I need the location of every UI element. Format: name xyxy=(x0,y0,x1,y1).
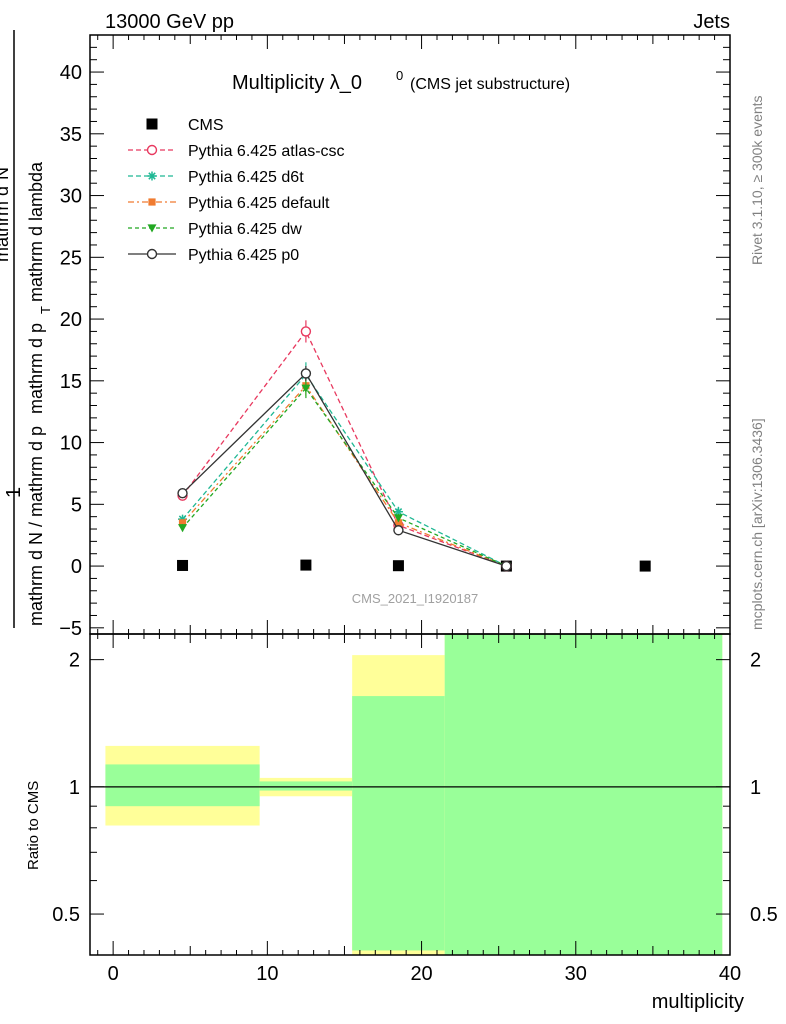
star-stroke xyxy=(148,172,156,180)
legend-marker xyxy=(146,144,158,156)
main-frame xyxy=(89,34,731,635)
y-tick-label: 5 xyxy=(71,494,82,516)
x-tick-label: 20 xyxy=(410,963,432,985)
legend-label: Pythia 6.425 dw xyxy=(188,221,302,238)
ratio-ylabel: Ratio to CMS xyxy=(25,781,42,870)
series-line-2 xyxy=(182,373,507,567)
y-tick-label: 15 xyxy=(60,371,82,393)
legend-label: CMS xyxy=(188,117,224,134)
legend-label: Pythia 6.425 p0 xyxy=(188,247,299,264)
data-point xyxy=(392,560,404,572)
ylabel-subscript: T xyxy=(38,306,53,314)
legend-entry-1: Pythia 6.425 atlas-csc xyxy=(128,143,345,160)
y-tick-label: 40 xyxy=(60,62,82,84)
series-5 xyxy=(177,365,512,572)
legend-label: Pythia 6.425 d6t xyxy=(188,169,304,186)
legend-marker xyxy=(146,118,158,130)
series-line-1 xyxy=(182,330,507,567)
title-subtitle: (CMS jet substructure) xyxy=(410,76,570,93)
x-tick-label: 10 xyxy=(256,963,278,985)
ratio-band-green-1 xyxy=(259,781,353,791)
ylabel-one: 1 xyxy=(3,487,25,498)
legend-marker xyxy=(147,224,157,233)
x-tick-label: 40 xyxy=(719,963,741,985)
ratio-band-green-0 xyxy=(105,764,260,807)
y-tick-label: 30 xyxy=(60,186,82,208)
legend-label: Pythia 6.425 default xyxy=(188,195,330,212)
mcplots-label: mcplots.cern.ch [arXiv:1306.3436] xyxy=(749,418,765,630)
ratio-band-green-2 xyxy=(352,696,445,951)
legend-label: Pythia 6.425 atlas-csc xyxy=(188,143,345,160)
ratio-y-tick-label: 0.5 xyxy=(52,904,80,926)
data-point xyxy=(300,326,312,337)
ratio-y-tick-label-right: 1 xyxy=(750,777,761,799)
title-superscript: 0 xyxy=(396,68,403,83)
data-point xyxy=(300,559,312,571)
header-energy: 13000 GeV pp xyxy=(105,11,234,33)
series-1 xyxy=(177,320,512,572)
ratio-y-tick-label: 1 xyxy=(69,777,80,799)
ratio-band-green-3 xyxy=(444,634,723,955)
data-point xyxy=(393,514,403,523)
main-ylabel: 1 mathrm d N / mathrm d p mathrm d p T m… xyxy=(0,30,53,628)
ylabel-numerator-rest: mathrm d p xyxy=(26,323,46,414)
legend-marker xyxy=(147,171,157,181)
ylabel-numerator-d: mathrm d xyxy=(0,186,12,262)
data-point xyxy=(501,560,512,572)
y-tick-label: 25 xyxy=(60,247,82,269)
plot-title: Multiplicity λ_0 0 (CMS jet substructure… xyxy=(232,68,570,94)
title-text: Multiplicity λ_0 xyxy=(232,72,362,94)
data-point xyxy=(300,368,312,379)
data-point xyxy=(177,559,189,571)
legend-entry-5: Pythia 6.425 p0 xyxy=(128,247,299,264)
legend-marker xyxy=(146,248,158,260)
series-line-4 xyxy=(182,387,507,567)
legend-marker xyxy=(148,198,156,206)
star-stroke xyxy=(394,508,403,516)
header-category: Jets xyxy=(693,11,730,33)
y-tick-label: −5 xyxy=(59,618,82,640)
y-tick-label: 0 xyxy=(71,556,82,578)
y-tick-label: 35 xyxy=(60,124,82,146)
data-point xyxy=(178,524,188,533)
legend-entry-0: CMS xyxy=(146,117,224,134)
ylabel-numerator-n: N xyxy=(0,167,12,180)
data-point xyxy=(393,525,404,536)
x-axis-label: multiplicity xyxy=(652,991,744,1013)
ratio-y-tick-label-right: 0.5 xyxy=(750,904,778,926)
legend-entry-3: Pythia 6.425 default xyxy=(128,195,330,212)
x-tick-label: 0 xyxy=(108,963,119,985)
y-tick-label: 10 xyxy=(60,433,82,455)
data-point xyxy=(177,488,188,499)
legend-entry-4: Pythia 6.425 dw xyxy=(128,221,302,238)
series-3 xyxy=(178,375,510,570)
ratio-y-tick-label: 2 xyxy=(69,650,80,672)
legend: CMS Pythia 6.425 atlas-csc Pythia 6.425 d6… xyxy=(128,117,345,264)
analysis-watermark: CMS_2021_I1920187 xyxy=(352,591,479,606)
series-line-5 xyxy=(182,372,507,567)
y-tick-label: 20 xyxy=(60,309,82,331)
data-point xyxy=(639,560,651,572)
legend-entry-2: Pythia 6.425 d6t xyxy=(128,169,304,186)
x-tick-label: 30 xyxy=(565,963,587,985)
ratio-y-tick-label-right: 2 xyxy=(750,650,761,672)
ratio-panel: 0 10 20 30 40 0.5 0.5 1 1 2 2 xyxy=(52,633,778,985)
series-4 xyxy=(178,378,511,571)
rivet-label: Rivet 3.1.10, ≥ 300k events xyxy=(749,95,765,265)
series-line-3 xyxy=(182,384,507,567)
ylabel-numerator-tail: mathrm d lambda xyxy=(26,161,46,302)
series-2 xyxy=(178,362,511,571)
data-point xyxy=(301,384,311,393)
data-point xyxy=(394,519,403,527)
data-point xyxy=(178,519,187,527)
ylabel-denominator: mathrm d N / mathrm d p xyxy=(26,426,46,626)
series-0 xyxy=(177,559,651,572)
